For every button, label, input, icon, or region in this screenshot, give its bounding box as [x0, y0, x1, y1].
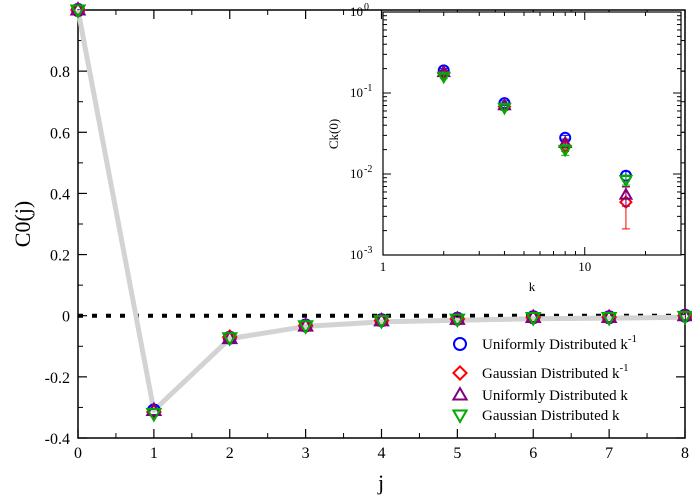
- data-point: [221, 332, 239, 347]
- x-tick-label: 5: [453, 445, 461, 462]
- inset-y-tick-base: 10: [350, 4, 363, 19]
- y-tick-label: -0.2: [45, 370, 70, 387]
- inset-y-tick-label: 10: [350, 85, 363, 100]
- inset-y-tick-base: 10: [350, 247, 363, 262]
- inset-y-tick-exp: 0: [364, 2, 369, 13]
- inset-y-tick-base: 10: [350, 85, 363, 100]
- trend-line: [75, 9, 686, 413]
- legend-label-text: Uniformly Distributed k: [482, 388, 628, 404]
- inset-y-tick-label: 10: [350, 166, 363, 181]
- data-point: [524, 312, 542, 327]
- legend-label-text: Uniformly Distributed k: [482, 337, 628, 353]
- legend-label-sup: -1: [619, 362, 628, 374]
- y-tick-label: 0.4: [50, 186, 70, 203]
- legend-label: Gaussian Distributed k: [482, 408, 620, 424]
- data-point: [524, 308, 542, 324]
- main-plot: 0 1 2 3 4 5 6 7 8 -0.4 -0.2 0 0.2 0.4 0.6 0.8: [45, 1, 692, 462]
- legend-label-sup: -1: [628, 333, 637, 345]
- inset-y-tick-label: 10: [350, 4, 363, 19]
- data-point: [69, 1, 87, 16]
- legend-label: Gaussian Distributed k-1: [482, 362, 629, 382]
- inset-ylabel-group: Ck(0): [326, 119, 341, 149]
- inset-y-tick-label: 10: [350, 247, 363, 262]
- main-ylabel-group: C0(j): [10, 201, 35, 247]
- inset-data-point: [497, 102, 512, 116]
- x-tick-label: 1: [150, 445, 158, 462]
- x-tick-label: 4: [378, 445, 386, 462]
- inset-data-point: [436, 71, 451, 85]
- x-tick-label: 7: [605, 445, 613, 462]
- data-point: [145, 408, 163, 423]
- legend-label-text: Gaussian Distributed k: [482, 366, 620, 382]
- data-point: [449, 313, 466, 328]
- y-tick-label: 0.8: [50, 64, 70, 81]
- x-tick-label: 2: [226, 445, 234, 462]
- legend-marker: [451, 409, 469, 424]
- legend-marker: [451, 364, 469, 382]
- inset-y-tick-base: 10: [350, 166, 363, 181]
- legend-marker: [451, 386, 469, 401]
- data-point: [373, 312, 390, 327]
- data-point: [297, 320, 314, 335]
- series-triangle-down: [69, 4, 692, 423]
- data-point: [600, 308, 618, 324]
- data-point: [676, 310, 692, 326]
- legend-label: Uniformly Distributed k: [482, 388, 628, 404]
- inset-data-point: [618, 174, 634, 188]
- inset-ylabel: Ck(0): [326, 119, 341, 149]
- legend-label-text: Gaussian Distributed k: [482, 408, 620, 424]
- legend-label: Uniformly Distributed k-1: [482, 333, 637, 353]
- data-point: [600, 312, 618, 327]
- inset-x-tick-label: 10: [578, 259, 591, 274]
- inset-data-point: [619, 195, 633, 210]
- main-xlabel: j: [377, 470, 384, 495]
- inset-series-triangle-down: [436, 71, 634, 188]
- y-tick-label: 0.2: [50, 248, 70, 265]
- x-tick-label: 0: [74, 445, 82, 462]
- y-tick-label: -0.4: [45, 431, 70, 448]
- inset-data-point: [557, 144, 573, 158]
- legend-marker: [453, 337, 467, 351]
- inset-xlabel: k: [529, 279, 536, 294]
- inset-y-tick-exp: -3: [364, 245, 372, 256]
- x-tick-label: 3: [302, 445, 310, 462]
- inset-plot-frame: [382, 11, 682, 256]
- y-tick-label: 0: [62, 309, 70, 326]
- inset-y-tick-exp: -2: [364, 164, 372, 175]
- x-tick-label: 6: [529, 445, 537, 462]
- data-point: [449, 310, 466, 325]
- x-tick-label: 8: [681, 445, 689, 462]
- inset-x-tick-label: 1: [380, 259, 387, 274]
- main-ylabel: C0(j): [10, 201, 35, 247]
- data-point: [69, 4, 87, 19]
- y-tick-label: 0.6: [50, 125, 70, 142]
- data-point: [297, 317, 314, 332]
- inset-data-point: [618, 187, 634, 200]
- data-point: [373, 315, 390, 330]
- data-point: [676, 306, 692, 322]
- inset-y-tick-exp: -1: [364, 83, 372, 94]
